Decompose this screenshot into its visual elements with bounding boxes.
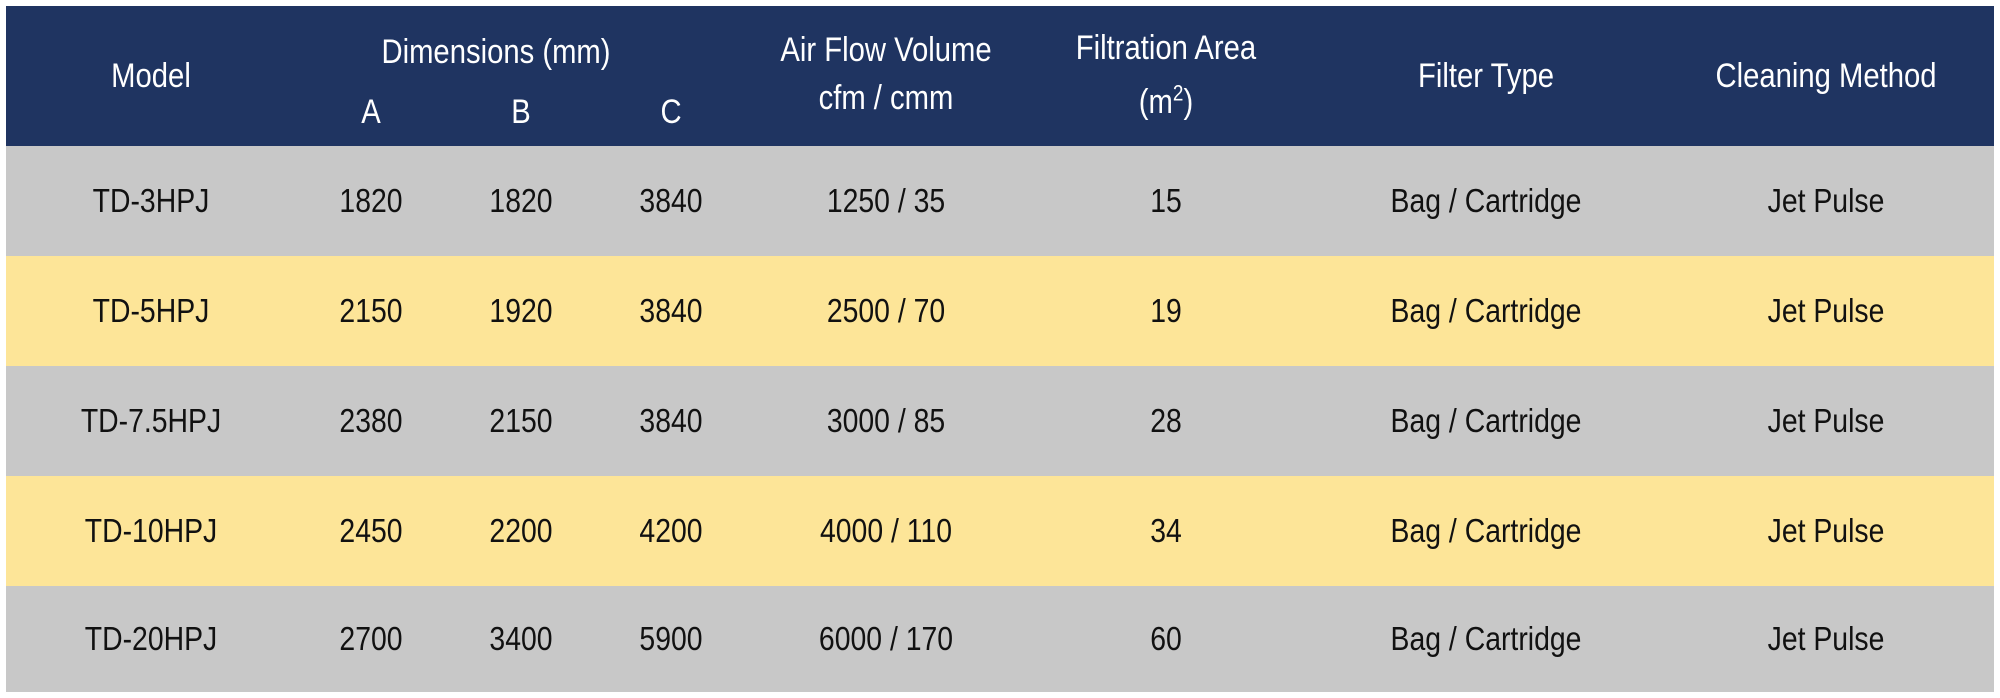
cell-dim-a: 2150 — [339, 292, 403, 329]
cell-dim-a: 2700 — [339, 620, 403, 657]
cell-filtration-area: 28 — [1150, 402, 1182, 439]
spec-table: Model Dimensions (mm) A B C Air Flow Vol… — [6, 6, 1994, 692]
table-header: Model Dimensions (mm) A B C Air Flow Vol… — [6, 6, 1994, 146]
table-row: TD-10HPJ 2450 2200 4200 4000 / 110 34 Ba… — [6, 476, 1994, 586]
header-dim-b: B — [511, 93, 531, 131]
cell-dim-a: 2450 — [339, 512, 403, 549]
cell-airflow: 2500 / 70 — [826, 292, 946, 329]
cell-dim-a: 1820 — [339, 182, 403, 219]
cell-dim-b: 2150 — [489, 402, 553, 439]
header-airflow: Air Flow Volume — [780, 31, 992, 69]
cell-airflow: 4000 / 110 — [819, 512, 953, 549]
cell-dim-c: 5900 — [639, 620, 703, 657]
header-filter-type: Filter Type — [1418, 57, 1554, 95]
cell-dim-c: 4200 — [639, 512, 703, 549]
cell-dim-a: 2380 — [339, 402, 403, 439]
cell-dim-b: 2200 — [489, 512, 553, 549]
header-cleaning-method: Cleaning Method — [1715, 57, 1937, 95]
header-dim-c: C — [660, 93, 682, 131]
cell-airflow: 6000 / 170 — [818, 620, 954, 657]
cell-filtration-area: 15 — [1150, 182, 1182, 219]
cell-filter-type: Bag / Cartridge — [1390, 512, 1582, 549]
cell-model: TD-7.5HPJ — [80, 402, 222, 439]
cell-filtration-area: 60 — [1150, 620, 1182, 657]
cell-model: TD-10HPJ — [84, 512, 218, 549]
cell-model: TD-5HPJ — [92, 292, 210, 329]
cell-cleaning-method: Jet Pulse — [1767, 292, 1885, 329]
cell-airflow: 3000 / 85 — [826, 402, 946, 439]
cell-cleaning-method: Jet Pulse — [1767, 402, 1885, 439]
cell-filtration-area: 19 — [1150, 292, 1182, 329]
table-row: TD-20HPJ 2700 3400 5900 6000 / 170 60 Ba… — [6, 586, 1994, 692]
cell-cleaning-method: Jet Pulse — [1767, 512, 1885, 549]
cell-dim-b: 3400 — [489, 620, 553, 657]
cell-dim-b: 1920 — [489, 292, 553, 329]
table-row: TD-7.5HPJ 2380 2150 3840 3000 / 85 28 Ba… — [6, 366, 1994, 476]
cell-dim-c: 3840 — [639, 402, 703, 439]
header-filtration: Filtration Area — [1075, 29, 1257, 67]
cell-cleaning-method: Jet Pulse — [1767, 182, 1885, 219]
cell-dim-c: 3840 — [639, 292, 703, 329]
header-airflow-unit: cfm / cmm — [818, 79, 954, 117]
cell-airflow: 1250 / 35 — [826, 182, 946, 219]
header-filtration-unit: (m2) — [1138, 80, 1194, 121]
cell-filter-type: Bag / Cartridge — [1390, 620, 1582, 657]
cell-dim-c: 3840 — [639, 182, 703, 219]
cell-filter-type: Bag / Cartridge — [1390, 402, 1582, 439]
cell-model: TD-3HPJ — [92, 182, 210, 219]
cell-cleaning-method: Jet Pulse — [1767, 620, 1885, 657]
cell-dim-b: 1820 — [489, 182, 553, 219]
cell-model: TD-20HPJ — [84, 620, 218, 657]
header-dim-a: A — [361, 93, 381, 131]
cell-filter-type: Bag / Cartridge — [1390, 292, 1582, 329]
cell-filtration-area: 34 — [1150, 512, 1182, 549]
header-dimensions: Dimensions (mm) — [381, 33, 611, 71]
table-row: TD-3HPJ 1820 1820 3840 1250 / 35 15 Bag … — [6, 146, 1994, 256]
table-row: TD-5HPJ 2150 1920 3840 2500 / 70 19 Bag … — [6, 256, 1994, 366]
cell-filter-type: Bag / Cartridge — [1390, 182, 1582, 219]
header-model: Model — [111, 57, 191, 95]
